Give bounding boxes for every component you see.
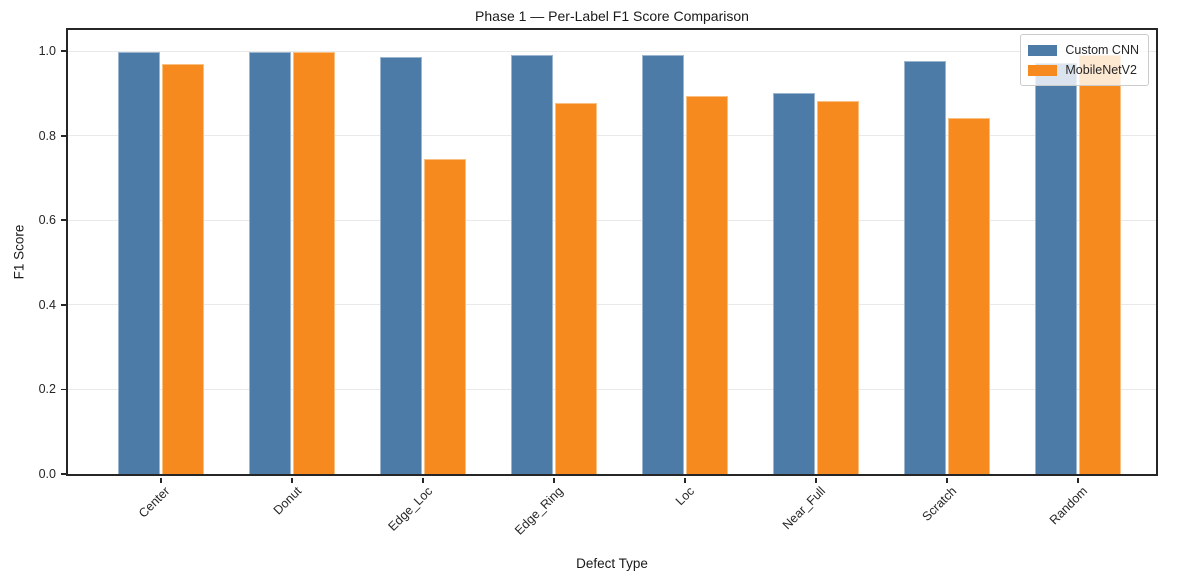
y-tick-mark [61, 219, 66, 222]
legend: Custom CNN MobileNetV2 [1020, 34, 1149, 86]
x-tick-label: Random [1046, 484, 1090, 528]
y-axis-title: F1 Score [11, 224, 27, 280]
plot-area [66, 28, 1158, 476]
y-tick-label: 0.0 [38, 467, 56, 481]
x-tick-mark [291, 478, 293, 483]
legend-item: Custom CNN [1028, 40, 1139, 60]
legend-label: Custom CNN [1065, 43, 1139, 57]
x-tick-label: Near_Full [779, 484, 828, 533]
bar-custom-cnn [773, 93, 815, 474]
y-tick-label: 0.4 [38, 297, 56, 312]
bar-mobilenetv2 [1079, 55, 1121, 474]
x-axis-title: Defect Type [576, 556, 648, 571]
y-tick-mark [61, 473, 66, 475]
y-tick-label: 0.6 [38, 213, 56, 228]
bar-mobilenetv2 [817, 100, 859, 474]
bar-custom-cnn [511, 54, 553, 474]
y-tick-label: 0.8 [38, 128, 56, 143]
bar-mobilenetv2 [948, 117, 990, 474]
bar-custom-cnn [1035, 62, 1077, 474]
bar-custom-cnn [642, 54, 684, 474]
x-tick-label: Edge_Ring [512, 484, 566, 538]
x-tick-mark [1077, 478, 1079, 483]
y-tick-mark [61, 50, 66, 52]
legend-item: MobileNetV2 [1028, 60, 1139, 80]
x-tick-label: Donut [270, 484, 304, 518]
x-tick-mark [815, 478, 817, 483]
bar-mobilenetv2 [555, 103, 597, 474]
gridline [68, 219, 1156, 221]
gridline [68, 304, 1156, 306]
x-tick-label: Loc [672, 484, 697, 509]
x-tick-mark [946, 478, 948, 483]
bar-mobilenetv2 [686, 96, 728, 474]
legend-label: MobileNetV2 [1065, 63, 1137, 77]
x-tick-mark [422, 478, 424, 483]
x-tick-mark [684, 478, 686, 483]
y-tick-label: 1.0 [38, 44, 56, 59]
bar-mobilenetv2 [162, 63, 204, 474]
y-tick-mark [61, 304, 66, 306]
bar-custom-cnn [380, 56, 422, 474]
bar-custom-cnn [249, 51, 291, 474]
y-tick-mark [61, 134, 66, 137]
bar-custom-cnn [118, 52, 160, 474]
legend-swatch-custom-cnn [1028, 44, 1058, 56]
plot-inner [68, 30, 1156, 474]
x-tick-label: Center [136, 484, 173, 521]
x-tick-label: Edge_Loc [385, 484, 435, 534]
gridline [68, 388, 1156, 390]
gridline [68, 135, 1156, 137]
gridline [68, 50, 1156, 52]
bar-mobilenetv2 [293, 52, 335, 474]
x-tick-label: Scratch [919, 484, 959, 524]
y-tick-mark [61, 388, 66, 391]
x-tick-mark [553, 478, 555, 483]
bar-custom-cnn [904, 61, 946, 474]
x-tick-mark [160, 478, 162, 483]
bar-mobilenetv2 [424, 159, 466, 474]
legend-swatch-mobilenetv2 [1028, 64, 1058, 76]
y-tick-label: 0.2 [38, 382, 56, 397]
chart-title: Phase 1 — Per-Label F1 Score Comparison [475, 8, 749, 24]
